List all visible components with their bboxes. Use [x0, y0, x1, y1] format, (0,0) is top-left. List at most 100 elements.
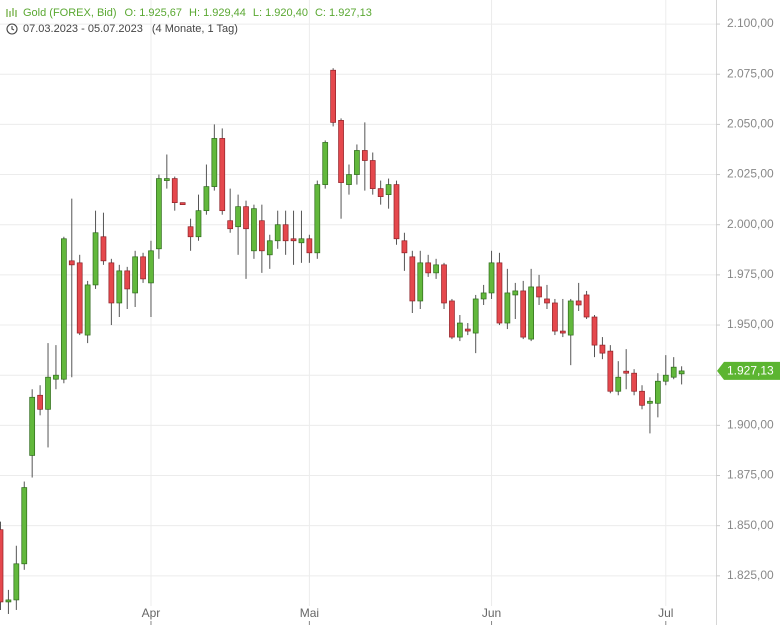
- candle-body: [148, 250, 154, 284]
- candle-body: [425, 262, 432, 274]
- y-tick-label: 2.100,00: [727, 16, 774, 30]
- candle-body: [449, 300, 455, 338]
- candle-body: [678, 370, 685, 375]
- candle-body: [575, 300, 582, 306]
- candle-body: [266, 240, 273, 256]
- ohlc-label: C: 1.927,13: [315, 7, 372, 19]
- candle-body: [290, 238, 297, 242]
- candle-body: [591, 316, 598, 346]
- ohlc-label: H: 1.929,44: [189, 7, 246, 19]
- candle-body: [393, 184, 400, 240]
- candle-body: [235, 206, 241, 228]
- candle-body: [13, 563, 20, 601]
- candle-body: [457, 322, 463, 338]
- axis: 1.825,001.850,001.875,001.900,001.925,00…: [142, 16, 780, 625]
- y-tick-label: 2.075,00: [727, 66, 774, 80]
- ohlc-label: L: 1.920,40: [253, 7, 308, 19]
- candle-body: [68, 260, 75, 266]
- candle-body: [116, 270, 123, 304]
- candle-body: [338, 120, 344, 183]
- candle-body: [61, 238, 67, 380]
- candle-body: [243, 206, 249, 230]
- candle-body: [607, 350, 614, 392]
- candle-body: [211, 138, 218, 187]
- candle-body: [385, 184, 392, 195]
- candle-body: [583, 294, 590, 318]
- candle-body: [480, 292, 487, 300]
- candle-body: [639, 390, 645, 406]
- y-tick-label: 1.900,00: [727, 418, 774, 432]
- candle-body: [187, 226, 194, 238]
- candle-body: [306, 238, 313, 254]
- candle-body: [567, 300, 574, 336]
- candle-body: [433, 264, 439, 274]
- candle-body: [520, 290, 527, 338]
- candle-body: [322, 142, 329, 185]
- candle-body: [346, 174, 352, 185]
- candle-body: [615, 376, 622, 392]
- x-tick-label: Jul: [658, 606, 673, 620]
- y-tick-label: 1.975,00: [727, 267, 774, 281]
- candle-body: [464, 328, 471, 332]
- ohlc-label: O: 1.925,67: [125, 7, 183, 19]
- candle-body: [623, 370, 630, 374]
- date-range: 07.03.2023 - 05.07.2023: [23, 23, 143, 35]
- y-tick-label: 1.950,00: [727, 317, 774, 331]
- candle-body: [441, 264, 447, 304]
- candle-body: [512, 290, 519, 296]
- candle-body: [179, 202, 186, 206]
- candle-body: [108, 262, 115, 304]
- period: (4 Monate, 1 Tag): [152, 23, 238, 35]
- candle-body: [298, 238, 305, 244]
- candle-body: [314, 184, 321, 254]
- last-price-tag: [717, 361, 780, 380]
- candle-body: [274, 224, 281, 242]
- y-tick-label: 2.050,00: [727, 117, 774, 131]
- candle-body: [631, 372, 637, 392]
- candle-body: [552, 302, 558, 332]
- candle-body: [417, 262, 424, 302]
- candle-body: [544, 298, 550, 304]
- candle-body: [227, 220, 234, 230]
- instrument-title: Gold (FOREX, Bid): [23, 7, 117, 19]
- candle-body: [599, 344, 606, 354]
- candle-body: [559, 330, 566, 334]
- clock-icon: [6, 23, 18, 35]
- candle-body: [488, 262, 495, 294]
- y-tick-label: 1.825,00: [727, 568, 774, 582]
- y-tick-label: 2.000,00: [727, 217, 774, 231]
- candle-body: [132, 256, 138, 294]
- candle-body: [0, 529, 4, 603]
- candle-body: [156, 178, 162, 250]
- candle-body: [330, 69, 336, 123]
- candle-body: [662, 374, 669, 382]
- candle-body: [401, 240, 408, 254]
- candle-body: [361, 150, 368, 161]
- candle-body: [259, 220, 265, 252]
- candle-body: [504, 292, 511, 324]
- y-tick-label: 1.875,00: [727, 468, 774, 482]
- candle-body: [670, 366, 677, 378]
- candle-body: [195, 210, 202, 238]
- y-tick-label: 1.850,00: [727, 518, 774, 532]
- candle-body: [655, 380, 661, 404]
- x-tick-label: Jun: [482, 606, 501, 620]
- candle-body: [472, 298, 479, 334]
- candle-body: [203, 186, 210, 212]
- candle-body: [37, 394, 43, 410]
- candle-body: [163, 178, 170, 181]
- candle-body: [409, 256, 416, 302]
- candle-body: [5, 599, 12, 603]
- candle-body: [21, 487, 28, 565]
- candle-body: [100, 236, 107, 262]
- candle-body: [92, 232, 99, 286]
- candle-body: [53, 374, 59, 380]
- candle-body: [29, 396, 36, 456]
- candle-body: [124, 270, 131, 290]
- legend-icon: [6, 8, 17, 17]
- candle-body: [369, 160, 376, 189]
- candle-body: [76, 262, 83, 334]
